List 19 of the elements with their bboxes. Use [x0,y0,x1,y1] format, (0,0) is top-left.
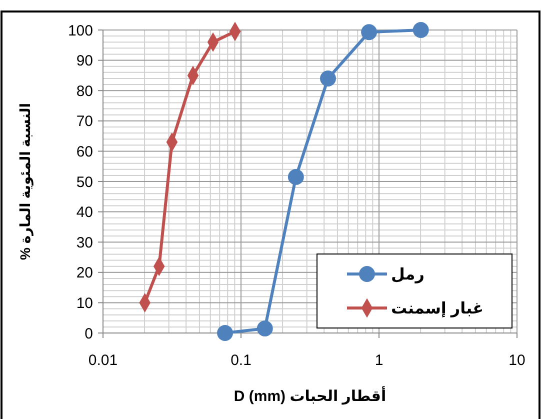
x-tick-label: 10 [508,352,526,369]
x-tick-label: 1 [374,352,384,369]
legend-label: رمل [391,266,424,284]
y-tick-label: 20 [76,264,93,282]
legend-label: غبار إسمنت [391,300,484,318]
x-axis-title: أقطار الحبات D (mm) [234,386,386,405]
y-tick-label: 40 [76,204,93,222]
x-tick-label: 0.1 [230,352,252,369]
y-tick-label: 60 [76,143,93,160]
y-tick-label: 70 [76,113,93,130]
y-tick-label: 100 [68,22,93,40]
y-tick-label: 0 [84,325,93,342]
y-tick-label: 80 [76,82,93,100]
y-tick-label: 50 [76,174,93,191]
y-tick-label: 90 [76,52,93,70]
x-tick-label: 0.01 [88,352,118,369]
y-tick-label: 30 [76,234,93,252]
y-axis-title: النسبة المئوية المارة % [17,102,34,260]
y-tick-label: 10 [76,294,93,312]
